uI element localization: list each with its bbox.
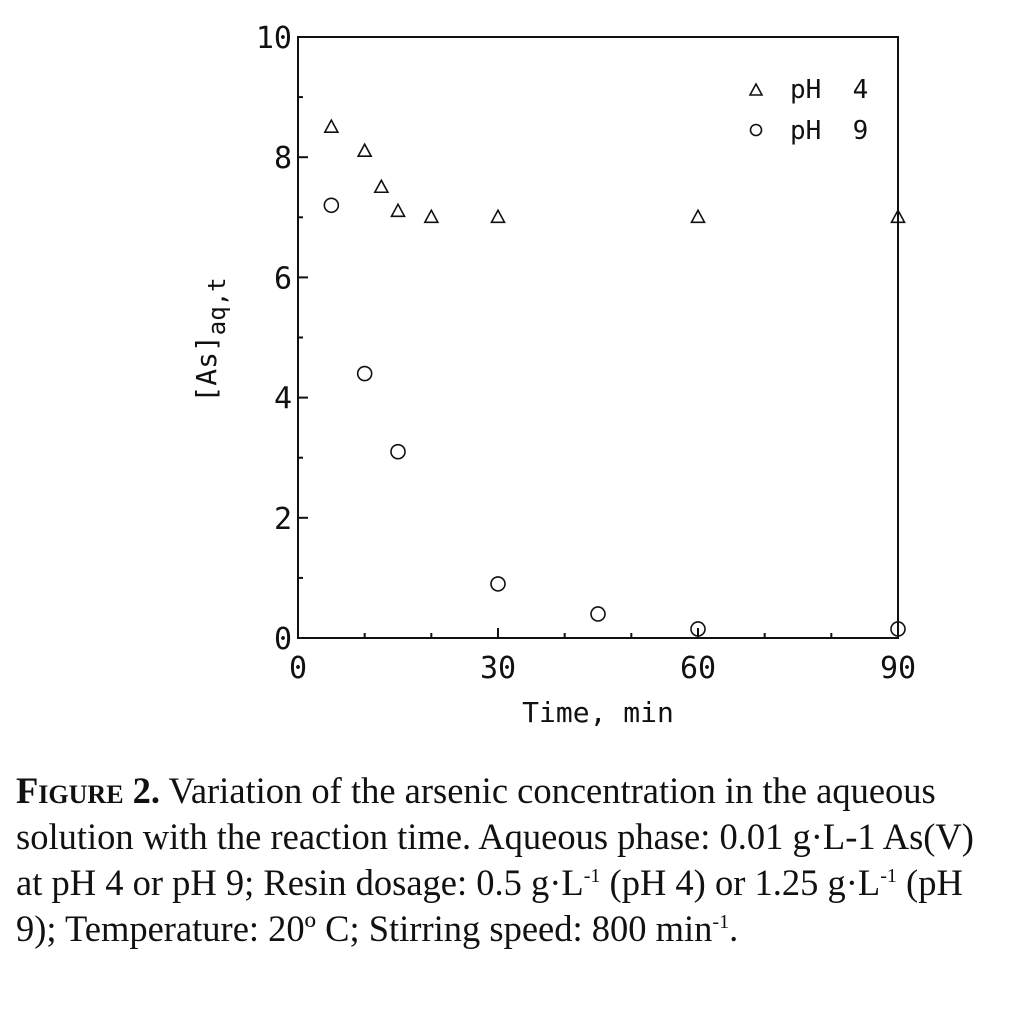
- caption-text-4: .: [729, 908, 739, 949]
- data-point-ph9: [690, 621, 706, 637]
- y-axis-label: [As]aq,t: [190, 277, 231, 402]
- data-point-ph4: [890, 208, 906, 224]
- chart: 0 2 4 6 8 10 0 30 60 90 Time, min [As]aq,t pH 4 …: [190, 21, 916, 729]
- data-point-ph9: [890, 621, 906, 637]
- x-axis-label: Time, min: [522, 696, 674, 729]
- data-point-ph9: [390, 443, 406, 460]
- data-point-ph4: [323, 118, 340, 133]
- y-axis-label-main: [As]: [190, 335, 223, 402]
- y-tick-label: 4: [274, 382, 292, 417]
- data-point-ph9: [590, 606, 606, 622]
- x-axis-ticks: 0 30 60 90: [289, 628, 916, 686]
- caption-sup-2: -1: [880, 864, 897, 887]
- x-tick-label: 90: [880, 651, 916, 686]
- data-points: [323, 118, 906, 637]
- data-point-ph4: [690, 208, 706, 224]
- legend-label-ph4: pH 4: [790, 75, 868, 105]
- x-tick-label: 0: [289, 651, 307, 686]
- y-tick-label: 10: [256, 21, 292, 56]
- y-tick-label: 6: [274, 261, 292, 296]
- y-tick-label: 8: [274, 141, 292, 176]
- data-point-ph4: [490, 208, 506, 224]
- caption-text-2: (pH 4) or 1.25 g·L: [600, 862, 881, 903]
- caption-sup-3: -1: [712, 910, 730, 933]
- caption-text-3: (pH 9); Temperature: 20º C; Stirring spe…: [16, 862, 963, 949]
- data-point-ph9: [356, 365, 373, 382]
- caption-label: Figure 2.: [16, 770, 161, 811]
- data-point-ph4: [423, 208, 440, 224]
- legend-marker-triangle: [748, 82, 764, 96]
- data-point-ph9: [490, 576, 506, 592]
- data-point-ph4: [356, 142, 373, 157]
- legend-label-ph9: pH 9: [790, 116, 868, 146]
- y-tick-label: 2: [274, 502, 292, 537]
- x-tick-label: 30: [480, 651, 516, 686]
- x-tick-label: 60: [680, 651, 716, 686]
- legend-marker-circle: [749, 123, 763, 137]
- caption-text-1: Variation of the arsenic concentration i…: [16, 770, 974, 903]
- data-point-ph4: [390, 202, 406, 218]
- y-axis-label-subscript: aq,t: [203, 277, 231, 335]
- y-tick-label: 0: [274, 622, 292, 657]
- y-axis-ticks: 0 2 4 6 8 10: [256, 21, 308, 657]
- data-point-ph9: [323, 197, 340, 214]
- caption-sup-1: -1: [583, 864, 601, 887]
- legend: pH 4 pH 9: [748, 75, 868, 146]
- figure-caption: Figure 2. Variation of the arsenic conce…: [16, 768, 1001, 952]
- data-point-ph4: [373, 178, 390, 194]
